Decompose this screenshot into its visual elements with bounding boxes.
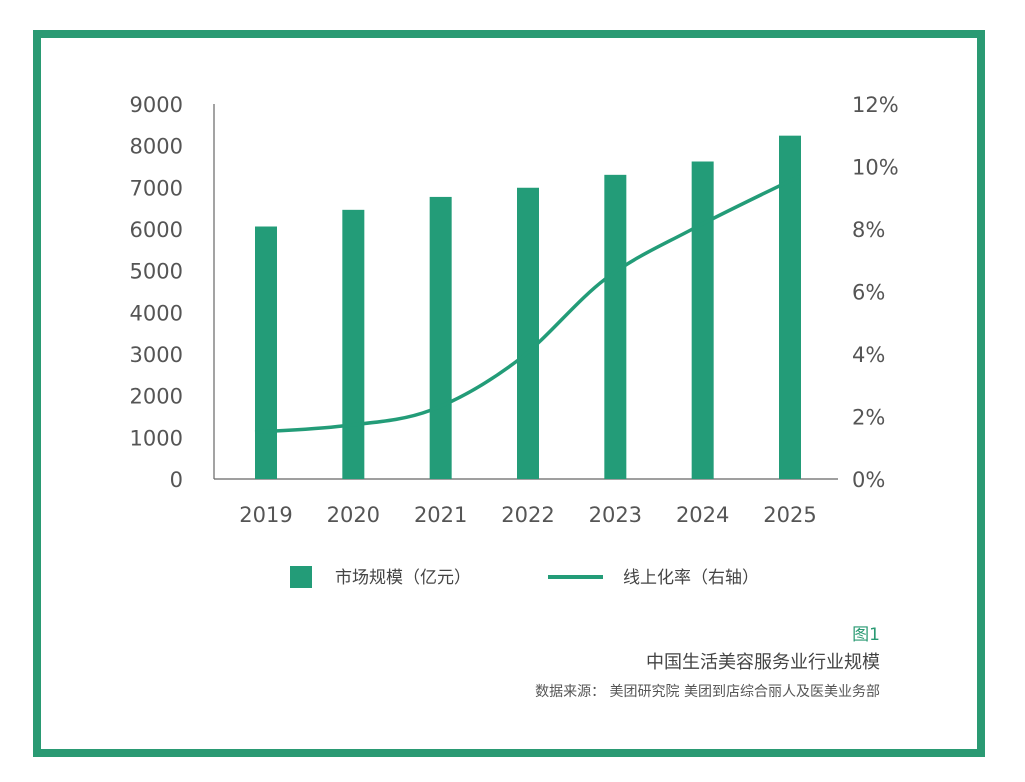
left-tick-label: 7000 [130,176,183,200]
x-tick-label: 2023 [589,503,642,527]
bar-2024 [691,161,714,479]
left-tick-label: 8000 [130,135,183,159]
figure-source: 数据来源： 美团研究院 美团到店综合丽人及医美业务部 [535,684,880,700]
figure-label: 图1 [852,625,880,645]
right-tick-label: 2% [852,406,885,430]
left-tick-label: 3000 [130,343,183,367]
bar-2023 [604,174,627,480]
bar-2022 [517,187,539,479]
legend-bar-label: 市场规模（亿元） [335,568,471,588]
x-tick-label: 2024 [676,503,729,527]
x-tick-label: 2019 [239,503,292,527]
left-tick-label: 0 [170,468,183,492]
x-tick-label: 2022 [501,503,554,527]
bar-2025 [779,135,801,479]
right-tick-label: 0% [852,468,885,492]
right-tick-label: 8% [852,218,885,242]
figure-title: 中国生活美容服务业行业规模 [646,652,880,673]
right-tick-label: 4% [852,343,885,367]
legend-line-label: 线上化率（右轴） [623,568,759,588]
left-tick-label: 5000 [130,260,183,284]
bar-2019 [255,226,277,479]
right-tick-label: 6% [852,281,885,305]
x-tick-label: 2025 [763,503,816,527]
left-tick-label: 1000 [130,426,183,450]
x-tick-label: 2020 [327,503,380,527]
left-tick-label: 2000 [130,385,183,409]
bar-2021 [429,196,452,479]
right-tick-label: 10% [852,156,899,180]
legend: 市场规模（亿元） 线上化率（右轴） [290,566,759,588]
x-tick-label: 2021 [414,503,467,527]
bar-2020 [342,209,365,480]
legend-bar-swatch [290,566,312,588]
frame-border [33,30,985,757]
left-tick-label: 4000 [130,301,183,325]
left-tick-label: 9000 [130,93,183,117]
left-tick-label: 6000 [130,218,183,242]
right-tick-label: 12% [852,93,899,117]
